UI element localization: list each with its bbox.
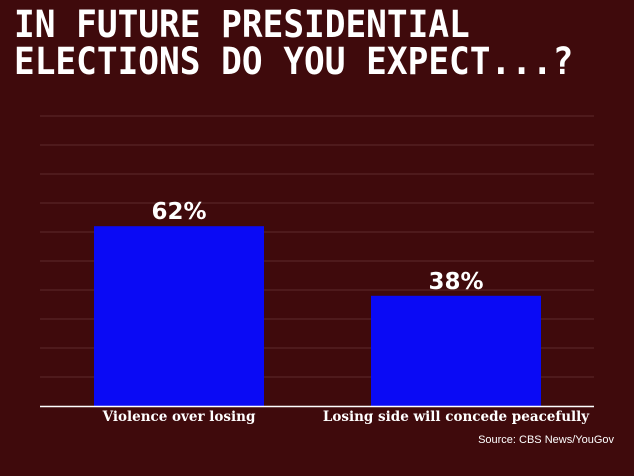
- data-label-0: 62%: [151, 199, 206, 225]
- chart-title-line-2: ELECTIONS DO YOU EXPECT...?: [14, 40, 574, 83]
- bar-1: [371, 295, 541, 406]
- category-labels: Violence over losing Losing side will con…: [102, 409, 591, 425]
- data-labels: 62% 38%: [151, 199, 483, 295]
- chart-title: IN FUTURE PRESIDENTIAL ELECTIONS DO YOU …: [14, 6, 581, 80]
- bar-0: [94, 226, 264, 406]
- data-label-1: 38%: [428, 269, 483, 295]
- source-note: Source: CBS News/YouGov: [478, 434, 614, 446]
- bars: [94, 226, 541, 406]
- category-label-0: Violence over losing: [102, 409, 256, 425]
- chart-title-line-1: IN FUTURE PRESIDENTIAL: [14, 3, 470, 46]
- category-label-1: Losing side will concede peacefully: [323, 409, 590, 425]
